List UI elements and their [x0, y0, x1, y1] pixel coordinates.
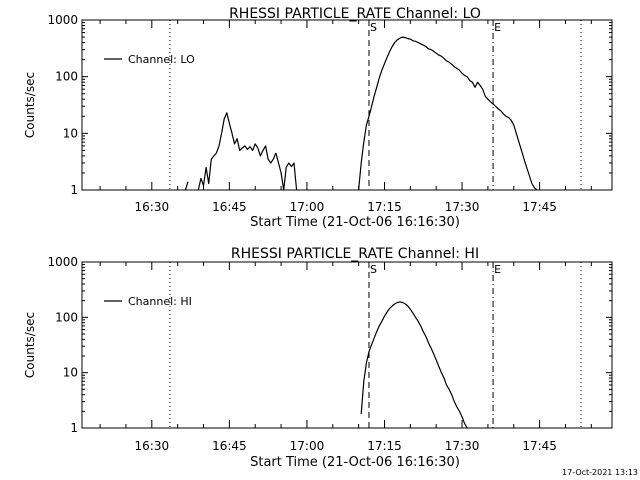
x-tick-label: 16:45 [212, 439, 247, 453]
x-tick-label: 16:45 [212, 200, 247, 214]
series-line [360, 301, 468, 429]
series-line [358, 36, 538, 191]
x-tick-label: 17:45 [522, 200, 557, 214]
y-tick-label: 100 [55, 310, 78, 324]
series-line [184, 181, 189, 191]
x-tick-label: 17:30 [445, 439, 480, 453]
time-marker-label: S [370, 21, 377, 34]
x-tick-label: 17:15 [367, 439, 402, 453]
y-tick-label: 1000 [47, 13, 78, 27]
y-tick-label: 1 [70, 421, 78, 435]
x-tick-label: 17:00 [290, 439, 325, 453]
chart-panel-lo: RHESSI PARTICLE_RATE Channel: LO 1 10 100 10… [23, 6, 613, 230]
x-tick-label: 17:45 [522, 439, 557, 453]
legend-label: Channel: LO [128, 53, 195, 66]
x-tick-label: 17:00 [290, 200, 325, 214]
y-tick-label: 1 [70, 183, 78, 197]
y-tick-label: 10 [63, 126, 78, 140]
chart-panel-hi: RHESSI PARTICLE_RATE Channel: HI 1 10 100 10… [23, 246, 613, 470]
y-tick-label: 10 [63, 366, 78, 380]
plot-frame [81, 19, 613, 191]
y-tick-label: 1000 [47, 255, 78, 269]
y-axis-label: Counts/sec [23, 72, 37, 138]
time-marker-label: E [494, 21, 501, 34]
x-tick-label: 16:30 [135, 439, 170, 453]
series-line [197, 112, 277, 191]
time-marker-label: E [494, 263, 501, 276]
time-marker-label: S [370, 263, 377, 276]
chart-title: RHESSI PARTICLE_RATE Channel: LO [229, 6, 481, 22]
x-axis-label: Start Time (21-Oct-06 16:16:30) [250, 215, 460, 230]
series-line [275, 152, 298, 191]
x-tick-label: 17:15 [367, 200, 402, 214]
x-axis-label: Start Time (21-Oct-06 16:16:30) [250, 455, 460, 470]
plot-frame [81, 261, 613, 429]
y-axis-label: Counts/sec [23, 312, 37, 378]
x-tick-label: 17:30 [445, 200, 480, 214]
footer-timestamp: 17-Oct-2021 13:13 [562, 468, 638, 477]
chart-title: RHESSI PARTICLE_RATE Channel: HI [231, 246, 479, 262]
y-tick-label: 100 [55, 70, 78, 84]
legend-label: Channel: HI [128, 295, 192, 308]
x-tick-label: 16:30 [135, 200, 170, 214]
